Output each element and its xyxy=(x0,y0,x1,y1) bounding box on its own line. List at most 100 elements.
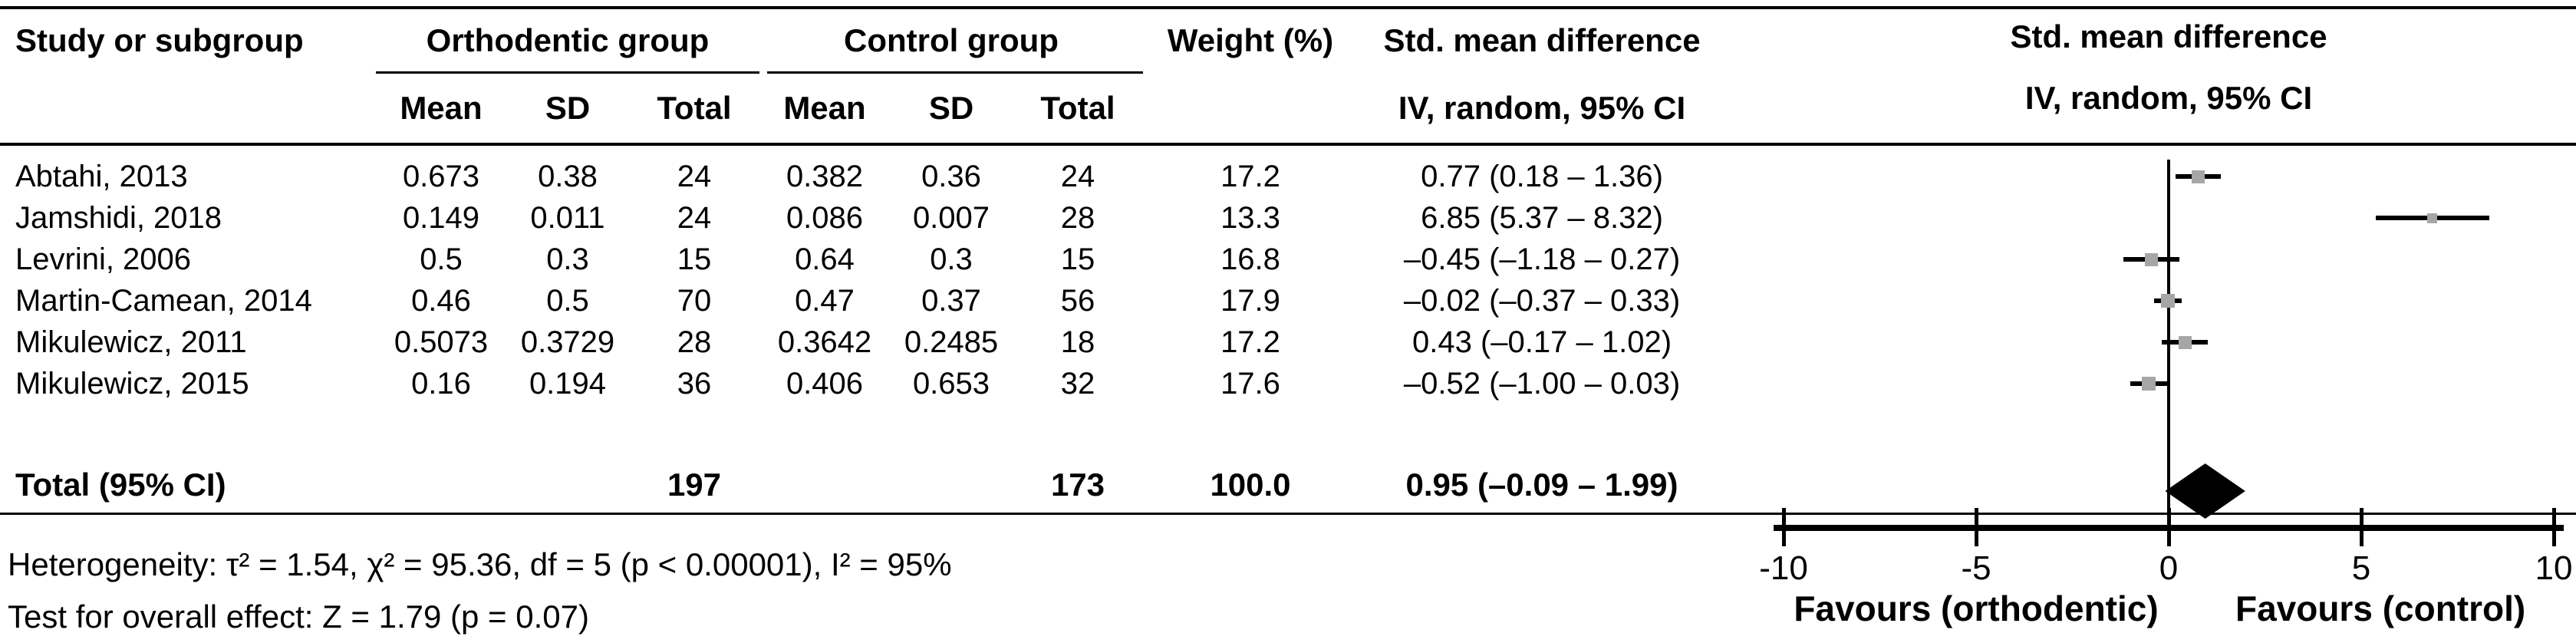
axis-tick-label: 10 xyxy=(2535,549,2573,587)
control-group-underline xyxy=(767,71,1143,74)
ortho-mean: 0.149 xyxy=(402,200,480,235)
study-name: Levrini, 2006 xyxy=(15,242,192,276)
smd-ci-text: 0.43 (–0.17 – 1.02) xyxy=(1412,325,1672,359)
axis-tick xyxy=(1781,508,1786,546)
overall-effect-note: Test for overall effect: Z = 1.79 (p = 0… xyxy=(8,598,589,635)
table-row: Martin-Camean, 2014 0.46 0.5 70 0.47 0.3… xyxy=(15,280,1726,322)
ortho-sd: 0.3 xyxy=(546,242,589,276)
favours-left-label: Favours (orthodentic) xyxy=(1794,589,2159,628)
ortho-mean: 0.46 xyxy=(411,283,471,318)
study-marker xyxy=(2427,213,2438,223)
control-mean: 0.086 xyxy=(786,200,864,235)
ortho-sd: 0.38 xyxy=(538,159,598,193)
control-total: 24 xyxy=(1060,159,1095,193)
ortho-group-underline xyxy=(376,71,759,74)
study-marker xyxy=(2144,252,2158,266)
total-row: Total (95% CI) 197 173 100.0 0.95 (–0.09… xyxy=(15,462,1726,508)
col-header-orthodentic-group: Orthodentic group xyxy=(426,21,710,58)
col-header-ortho-total: Total xyxy=(657,89,732,126)
weight-pct: 13.3 xyxy=(1220,200,1280,235)
control-total: 15 xyxy=(1060,242,1095,276)
ortho-sd: 0.3729 xyxy=(520,325,615,359)
control-total: 56 xyxy=(1060,283,1095,318)
control-sd: 0.2485 xyxy=(904,325,999,359)
zero-line xyxy=(2167,160,2170,531)
weight-pct: 16.8 xyxy=(1220,242,1280,276)
smd-ci-text: –0.52 (–1.00 – 0.03) xyxy=(1403,366,1681,401)
col-header-weight: Weight (%) xyxy=(1167,21,1334,58)
control-mean: 0.3642 xyxy=(777,325,872,359)
col-header-control-total: Total xyxy=(1040,89,1115,126)
weight-pct: 17.2 xyxy=(1220,159,1280,193)
study-name: Jamshidi, 2018 xyxy=(15,200,222,235)
ortho-mean: 0.673 xyxy=(402,159,480,193)
ortho-sd: 0.5 xyxy=(546,283,589,318)
top-border xyxy=(0,6,2576,9)
ortho-total: 70 xyxy=(677,283,712,318)
table-row: Mikulewicz, 2015 0.16 0.194 36 0.406 0.6… xyxy=(15,363,1726,404)
table-row: Mikulewicz, 2011 0.5073 0.3729 28 0.3642… xyxy=(15,322,1726,363)
col-header-control-sd: SD xyxy=(928,89,974,126)
col-header-ortho-sd: SD xyxy=(545,89,591,126)
col-header-control-mean: Mean xyxy=(783,89,866,126)
weight-pct: 17.6 xyxy=(1220,366,1280,401)
study-marker xyxy=(2160,294,2175,308)
control-total: 32 xyxy=(1060,366,1095,401)
axis-tick xyxy=(2166,508,2171,546)
axis-tick xyxy=(1974,508,1978,546)
table-header-row-2: Mean SD Total Mean SD Total IV, random, … xyxy=(15,73,1726,143)
plot-header-line1: Std. mean difference xyxy=(2010,18,2327,54)
control-total: 18 xyxy=(1060,325,1095,359)
control-total-sum: 173 xyxy=(1050,467,1105,503)
control-mean: 0.406 xyxy=(786,366,864,401)
ortho-total-sum: 197 xyxy=(667,467,722,503)
ortho-total: 36 xyxy=(677,366,712,401)
control-sd: 0.36 xyxy=(921,159,981,193)
col-header-ortho-mean: Mean xyxy=(400,89,483,126)
plot-header-line2: IV, random, 95% CI xyxy=(2024,80,2313,116)
control-sd: 0.653 xyxy=(912,366,990,401)
smd-ci-text: –0.45 (–1.18 – 0.27) xyxy=(1403,242,1681,276)
study-name: Martin-Camean, 2014 xyxy=(15,283,312,318)
table-header-row-1: Study or subgroup Orthodentic group Cont… xyxy=(15,8,1726,73)
weight-pct: 17.9 xyxy=(1220,283,1280,318)
axis-tick-label: -5 xyxy=(1961,549,1991,587)
axis-tick xyxy=(2359,508,2364,546)
ortho-sd: 0.194 xyxy=(529,366,607,401)
col-header-control-group: Control group xyxy=(844,21,1059,58)
ortho-mean: 0.5 xyxy=(420,242,463,276)
ortho-mean: 0.5073 xyxy=(394,325,489,359)
study-name: Abtahi, 2013 xyxy=(15,159,188,193)
study-name: Mikulewicz, 2015 xyxy=(15,366,249,401)
table-row: Levrini, 2006 0.5 0.3 15 0.64 0.3 15 16.… xyxy=(15,239,1726,280)
study-marker xyxy=(2179,335,2192,349)
control-sd: 0.3 xyxy=(930,242,973,276)
ortho-sd: 0.011 xyxy=(530,200,605,235)
smd-ci-text: –0.02 (–0.37 – 0.33) xyxy=(1403,283,1681,318)
table-row: Jamshidi, 2018 0.149 0.011 24 0.086 0.00… xyxy=(15,197,1726,239)
smd-total-text: 0.95 (–0.09 – 1.99) xyxy=(1405,467,1678,503)
col-header-study: Study or subgroup xyxy=(15,21,304,58)
col-header-smd: Std. mean difference xyxy=(1383,21,1701,58)
control-sd: 0.007 xyxy=(912,200,990,235)
smd-ci-text: 0.77 (0.18 – 1.36) xyxy=(1421,159,1663,193)
ortho-total: 24 xyxy=(677,200,712,235)
control-sd: 0.37 xyxy=(921,283,981,318)
col-header-smd-ci: IV, random, 95% CI xyxy=(1398,89,1686,126)
axis-tick-label: 0 xyxy=(2159,549,2179,587)
heterogeneity-note: Heterogeneity: τ² = 1.54, χ² = 95.36, df… xyxy=(8,546,952,582)
control-total: 28 xyxy=(1060,200,1095,235)
study-name: Mikulewicz, 2011 xyxy=(15,325,247,359)
bottom-border xyxy=(0,513,2576,515)
weight-pct: 17.2 xyxy=(1220,325,1280,359)
axis-tick xyxy=(2551,508,2556,546)
study-marker xyxy=(2192,170,2205,183)
axis-tick-label: 5 xyxy=(2351,549,2371,587)
study-marker xyxy=(2141,377,2156,391)
ortho-total: 15 xyxy=(677,242,712,276)
summary-diamond xyxy=(2165,463,2245,519)
axis-tick-label: -10 xyxy=(1759,549,1808,587)
total-label: Total (95% CI) xyxy=(15,467,226,503)
table-row: Abtahi, 2013 0.673 0.38 24 0.382 0.36 24… xyxy=(15,156,1726,197)
